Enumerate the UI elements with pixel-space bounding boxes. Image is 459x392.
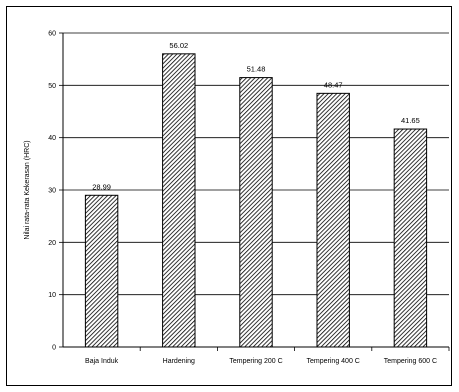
x-tick-label: Tempering 400 C bbox=[307, 358, 360, 365]
data-label: 51.48 bbox=[247, 65, 266, 74]
bar bbox=[316, 92, 350, 348]
data-labels: 28.99 56.02 51.48 48.47 41.65 bbox=[92, 41, 420, 191]
bar bbox=[393, 128, 428, 348]
axes bbox=[59, 32, 450, 351]
bar bbox=[162, 53, 196, 348]
data-label: 28.99 bbox=[92, 182, 111, 191]
y-tick-labels: 0 10 20 30 40 50 60 bbox=[48, 31, 56, 352]
y-axis-title: Nilai rata-rata Kekerasan (HRC) bbox=[24, 140, 31, 239]
y-tick-label: 30 bbox=[48, 188, 56, 195]
chart-frame: 0 10 20 30 40 50 60 Baja Induk Hardening Temperi… bbox=[6, 6, 452, 386]
x-tick-labels: Baja Induk Hardening Tempering 200 C Temper… bbox=[85, 358, 437, 365]
y-tick-label: 50 bbox=[48, 83, 56, 90]
data-label: 48.47 bbox=[324, 80, 343, 89]
y-tick-label: 0 bbox=[52, 345, 56, 352]
x-tick-label: Tempering 600 C bbox=[384, 358, 437, 365]
y-tick-label: 10 bbox=[48, 292, 56, 299]
data-label: 41.65 bbox=[401, 116, 420, 125]
bar bbox=[84, 194, 119, 348]
data-label: 56.02 bbox=[169, 41, 188, 50]
bars bbox=[84, 53, 428, 348]
bar-chart: 0 10 20 30 40 50 60 Baja Induk Hardening Temperi… bbox=[24, 31, 450, 365]
y-tick-label: 20 bbox=[48, 240, 56, 247]
x-tick-label: Tempering 200 C bbox=[229, 358, 282, 365]
y-tick-label: 60 bbox=[48, 31, 56, 38]
x-tick-label: Baja Induk bbox=[85, 358, 119, 365]
bar bbox=[239, 77, 273, 348]
x-tick-label: Hardening bbox=[163, 358, 195, 365]
y-tick-label: 40 bbox=[48, 135, 56, 142]
